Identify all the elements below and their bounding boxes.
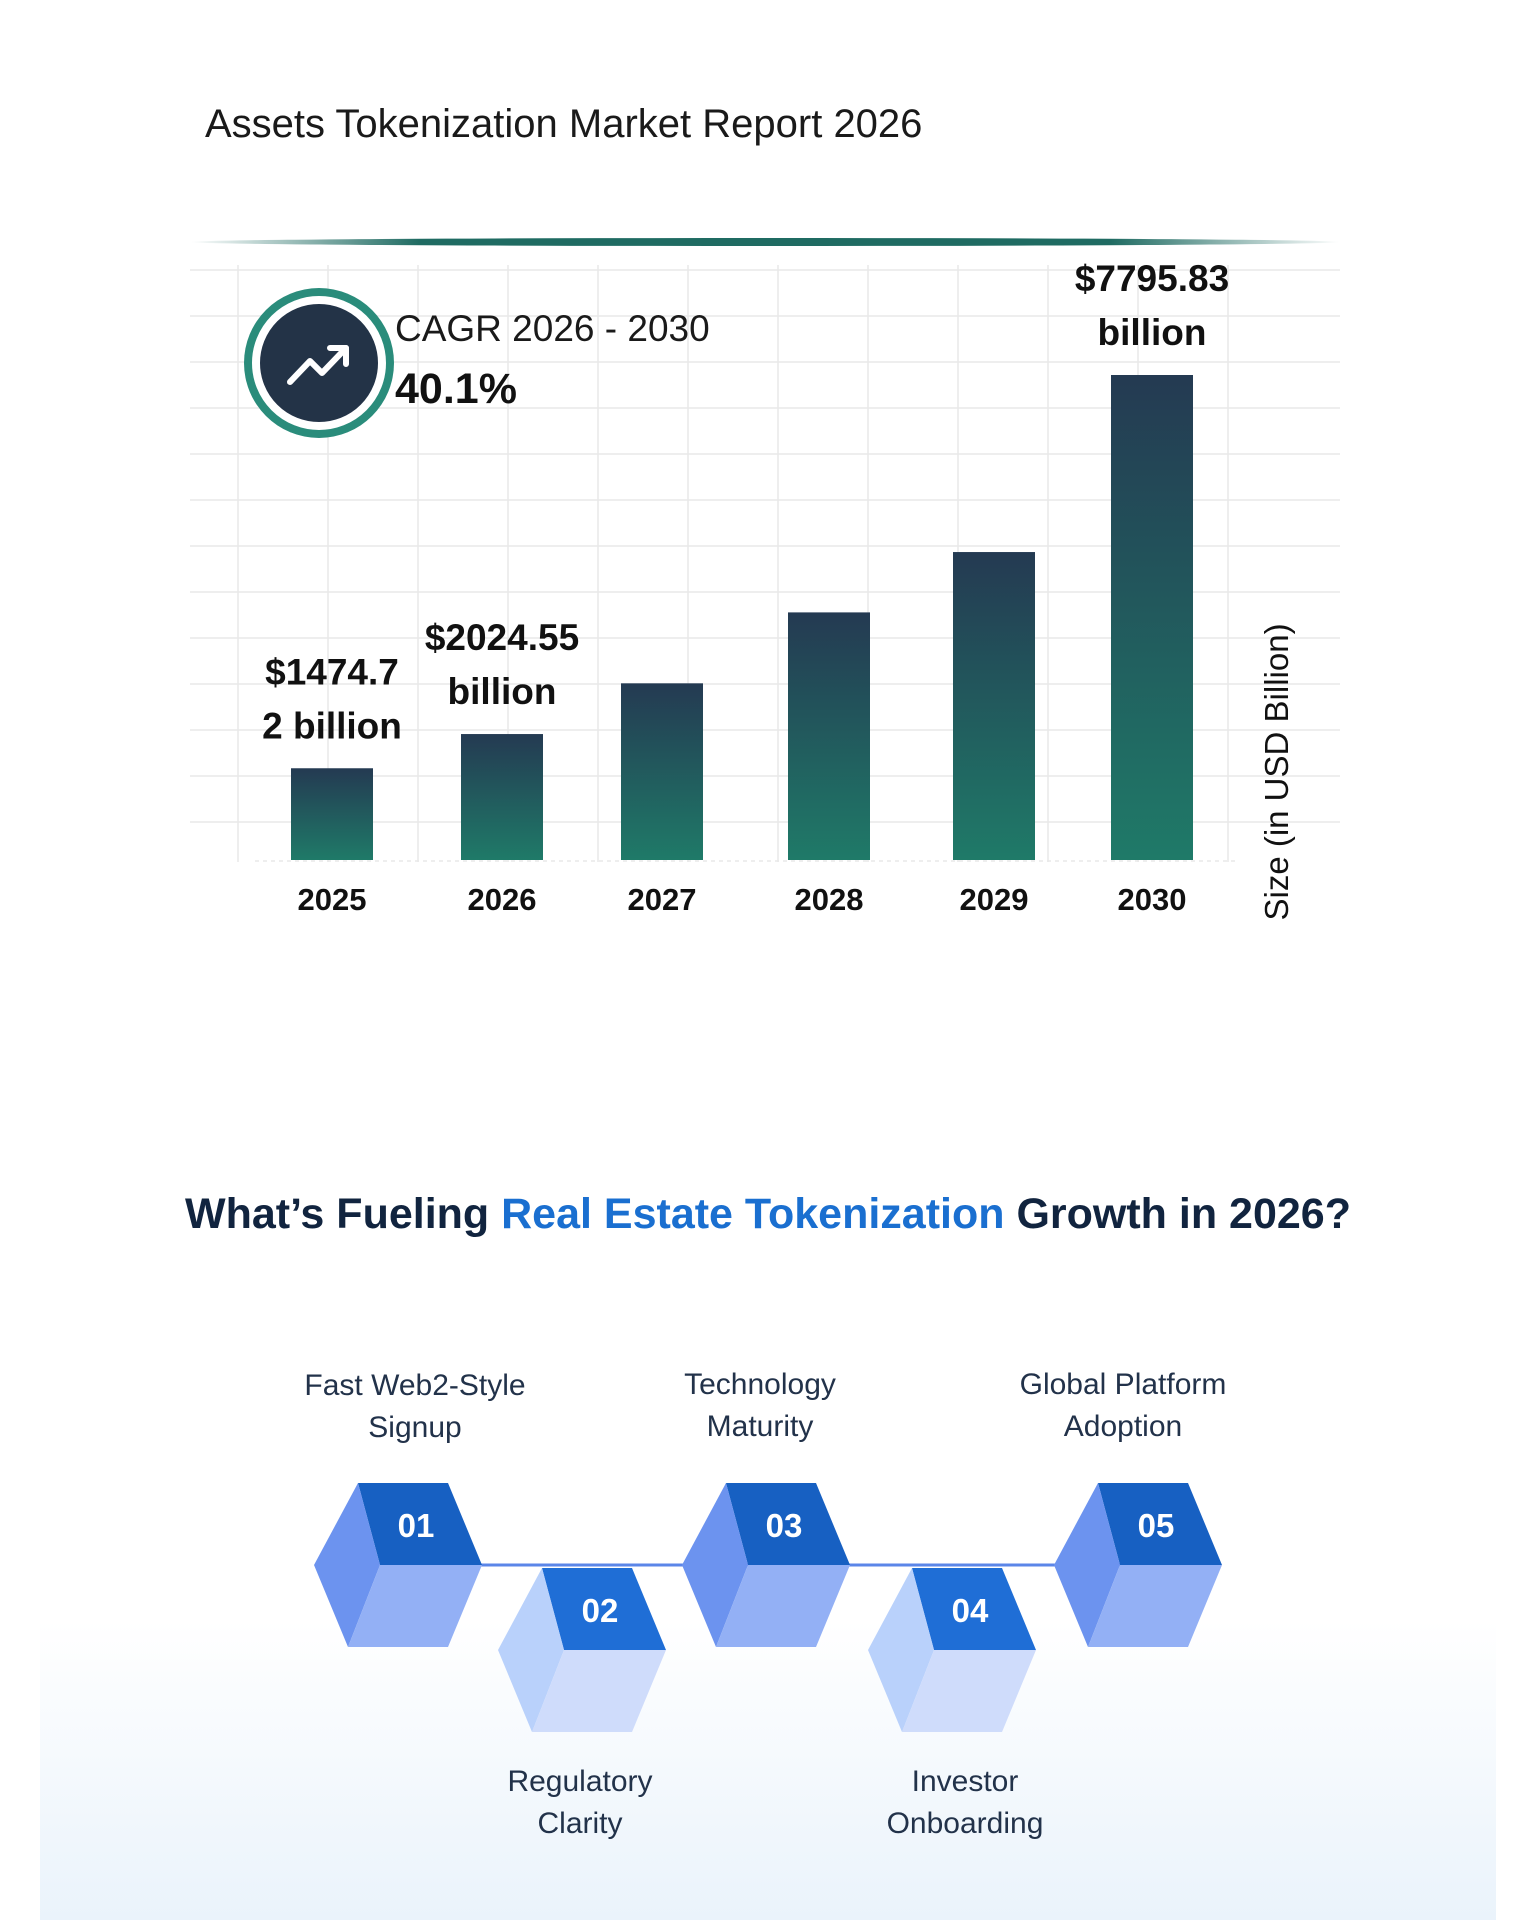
value-label-2025: 2 billion <box>262 705 402 746</box>
heading-accent-text: Real Estate Tokenization <box>501 1190 1005 1238</box>
trending-up-icon <box>287 345 349 385</box>
chart-x-ticks: 2025 2026 2027 2028 2029 2030 <box>298 882 1187 917</box>
step-label-01: Fast Web2-Style Signup <box>265 1365 565 1449</box>
step-number: 03 <box>766 1507 803 1544</box>
x-tick-2027: 2027 <box>628 882 697 917</box>
value-label-2030: $7795.83 <box>1075 258 1229 299</box>
value-label-2026: $2024.55 <box>425 617 579 658</box>
section-heading: What’s Fueling Real Estate Tokenization … <box>0 1190 1536 1239</box>
step-label-04: Investor Onboarding <box>815 1761 1115 1845</box>
step-label-line: Clarity <box>537 1807 623 1840</box>
value-label-2025: $1474.7 <box>265 651 399 692</box>
bar-2028 <box>788 612 870 860</box>
step-cube-04: 04 <box>868 1568 1036 1732</box>
background-fade <box>40 1620 1496 1920</box>
step-label-line: Global Platform <box>1019 1368 1227 1401</box>
step-cube-05: 05 <box>1054 1483 1222 1647</box>
step-label-03: Technology Maturity <box>610 1364 910 1448</box>
step-cube-03: 03 <box>682 1483 850 1647</box>
x-tick-2025: 2025 <box>298 882 367 917</box>
cagr-value: 40.1% <box>395 365 517 413</box>
step-number: 02 <box>582 1592 619 1629</box>
step-label-line: Maturity <box>706 1410 814 1443</box>
value-label-2026: billion <box>448 671 557 712</box>
cagr-label: CAGR 2026 - 2030 <box>395 308 710 349</box>
growth-steps-diagram: 01 02 03 04 05 <box>314 1483 1222 1732</box>
step-cube-01: 01 <box>314 1483 482 1647</box>
step-label-line: Adoption <box>1063 1410 1183 1443</box>
step-label-05: Global Platform Adoption <box>973 1364 1273 1448</box>
step-label-line: Fast Web2-Style <box>304 1369 526 1402</box>
bar-2026 <box>461 734 543 860</box>
step-label-line: Regulatory <box>507 1765 653 1798</box>
step-label-line: Investor <box>911 1765 1019 1798</box>
x-tick-2028: 2028 <box>795 882 864 917</box>
heading-text-start: What’s Fueling <box>185 1190 502 1238</box>
chart-value-labels: $1474.7 2 billion $2024.55 billion $7795.83 b… <box>262 258 1229 746</box>
step-label-line: Technology <box>684 1368 836 1401</box>
x-tick-2029: 2029 <box>960 882 1029 917</box>
chart-title: Assets Tokenization Market Report 2026 <box>205 102 923 146</box>
bar-chart: $1474.7 2 billion $2024.55 billion $7795.83 b… <box>190 258 1340 930</box>
value-label-2030: billion <box>1098 312 1207 353</box>
bar-2030 <box>1111 375 1193 860</box>
heading-text-end: Growth in 2026? <box>1004 1190 1351 1238</box>
step-number: 05 <box>1138 1507 1175 1544</box>
cagr-badge <box>252 296 386 430</box>
step-number: 04 <box>952 1592 989 1629</box>
step-cubes: 01 02 03 04 05 <box>314 1483 1222 1732</box>
step-number: 01 <box>398 1507 435 1544</box>
x-tick-2030: 2030 <box>1118 882 1187 917</box>
step-label-02: Regulatory Clarity <box>430 1761 730 1845</box>
bar-2027 <box>621 683 703 860</box>
x-tick-2026: 2026 <box>468 882 537 917</box>
step-cube-02: 02 <box>498 1568 666 1732</box>
step-label-line: Onboarding <box>886 1807 1044 1840</box>
y-axis-label: Market Size (in USD Billion) <box>1258 623 1295 930</box>
step-label-line: Signup <box>368 1411 462 1444</box>
title-divider <box>190 238 1340 246</box>
bar-2025 <box>291 768 373 860</box>
chart-bars <box>291 375 1193 860</box>
bar-2029 <box>953 552 1035 860</box>
